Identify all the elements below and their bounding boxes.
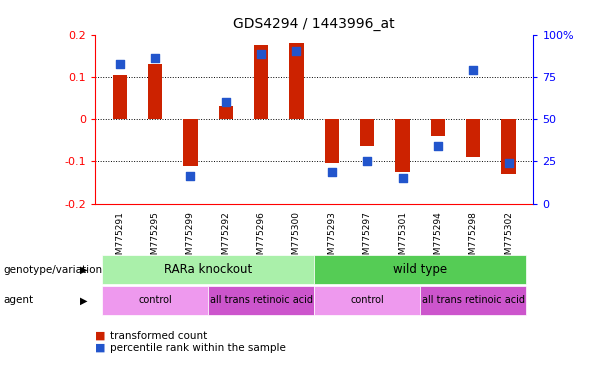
Text: all trans retinoic acid: all trans retinoic acid — [210, 295, 313, 306]
Point — [256, 51, 266, 57]
Point — [115, 61, 124, 67]
Text: ■: ■ — [95, 331, 105, 341]
Bar — [208, 286, 314, 315]
Point — [221, 99, 230, 105]
Text: percentile rank within the sample: percentile rank within the sample — [110, 343, 286, 353]
Text: wild type: wild type — [393, 263, 447, 276]
Bar — [102, 286, 208, 315]
Text: ▶: ▶ — [80, 295, 88, 306]
Bar — [431, 119, 445, 136]
Point — [468, 68, 478, 74]
Bar — [395, 119, 409, 172]
Bar — [325, 119, 339, 164]
Bar — [314, 286, 420, 315]
Point — [292, 48, 302, 55]
Bar — [289, 43, 303, 119]
Bar — [466, 119, 481, 157]
Text: ■: ■ — [95, 343, 105, 353]
Bar — [183, 119, 197, 166]
Point — [433, 144, 443, 150]
Bar — [314, 255, 526, 284]
Text: ▶: ▶ — [80, 265, 88, 275]
Text: RARa knockout: RARa knockout — [164, 263, 252, 276]
Point — [398, 175, 408, 181]
Bar — [360, 119, 375, 147]
Bar — [148, 64, 162, 119]
Point — [150, 55, 160, 61]
Text: all trans retinoic acid: all trans retinoic acid — [422, 295, 525, 306]
Point — [186, 173, 196, 179]
Text: control: control — [350, 295, 384, 306]
Bar — [501, 119, 516, 174]
Bar — [102, 255, 314, 284]
Bar — [113, 75, 127, 119]
Bar — [254, 45, 268, 119]
Point — [362, 158, 372, 164]
Bar — [219, 106, 233, 119]
Title: GDS4294 / 1443996_at: GDS4294 / 1443996_at — [234, 17, 395, 31]
Point — [504, 161, 514, 167]
Text: agent: agent — [3, 295, 33, 306]
Text: genotype/variation: genotype/variation — [3, 265, 102, 275]
Text: transformed count: transformed count — [110, 331, 208, 341]
Point — [327, 169, 337, 175]
Bar — [420, 286, 526, 315]
Text: control: control — [138, 295, 172, 306]
